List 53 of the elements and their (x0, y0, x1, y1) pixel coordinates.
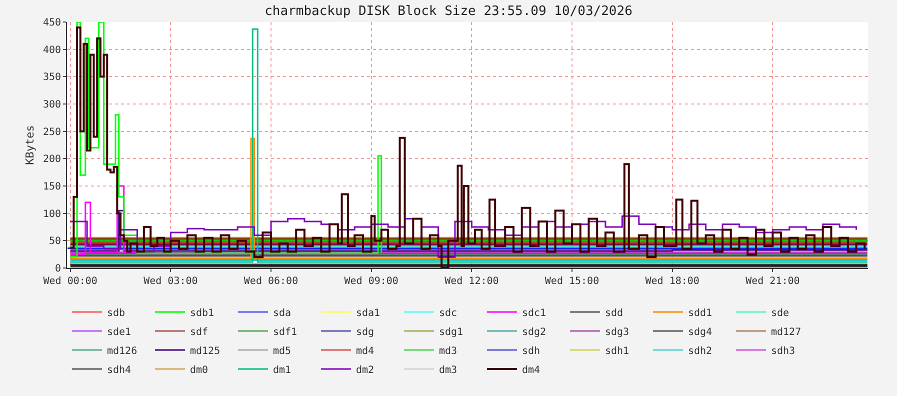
chart-title: charmbackup DISK Block Size 23:55.09 10/03/2026 (264, 4, 632, 20)
legend-label: sdf1 (273, 326, 298, 338)
x-tick-label: Wed 12:00 (444, 276, 499, 287)
x-tick-label: Wed 06:00 (244, 276, 298, 287)
legend-label: md5 (273, 346, 292, 357)
y-tick-label: 400 (42, 44, 61, 56)
legend-label: sdh (522, 346, 540, 357)
y-tick-label: 300 (42, 100, 61, 110)
legend-label: sdb (107, 308, 126, 319)
legend-label: md4 (356, 346, 374, 357)
y-tick-label: 150 (42, 182, 61, 192)
x-tick-label: Wed 09:00 (344, 276, 398, 287)
x-tick-label: Wed 03:00 (144, 276, 198, 287)
legend-label: sdd1 (688, 308, 712, 319)
legend-label: md125 (190, 346, 220, 357)
y-tick-label: 200 (42, 154, 61, 166)
x-tick-label: Wed 21:00 (746, 276, 800, 287)
y-tick-label: 350 (42, 72, 61, 84)
legend-label: sdb1 (190, 308, 214, 319)
legend-label: md126 (107, 346, 138, 357)
legend-label: sde1 (107, 326, 132, 338)
legend-label: sdg4 (688, 326, 712, 338)
legend-label: sdh2 (688, 346, 712, 357)
y-tick-label: 50 (48, 236, 61, 248)
legend-label: sdg1 (439, 326, 464, 338)
legend-label: sdg3 (605, 326, 630, 338)
y-tick-label: 450 (42, 18, 61, 28)
legend-label: sdd (605, 308, 624, 319)
legend-label: sdh3 (771, 346, 796, 357)
legend-label: sda1 (356, 308, 380, 319)
legend-label: dm4 (522, 364, 540, 376)
y-axis-title: KBytes (24, 125, 37, 165)
legend-label: sdg2 (522, 326, 546, 338)
legend-label: sdg (356, 326, 374, 338)
legend-label: dm2 (356, 364, 374, 376)
legend-label: sda (273, 308, 292, 319)
legend-label: sdf (190, 326, 208, 338)
legend-label: dm1 (273, 364, 292, 376)
legend-label: sdc (439, 308, 458, 319)
y-tick-label: 250 (42, 126, 61, 138)
y-tick-label: 100 (42, 208, 61, 220)
legend-label: md127 (771, 326, 802, 338)
legend-label: sdh1 (605, 346, 630, 357)
legend-label: dm0 (190, 364, 208, 376)
x-tick-label: Wed 15:00 (544, 276, 600, 287)
legend-label: sde (771, 308, 790, 319)
legend-label: dm3 (439, 364, 458, 376)
legend-label: sdh4 (107, 364, 132, 376)
legend-label: sdc1 (522, 308, 546, 319)
x-tick-label: Wed 18:00 (645, 276, 700, 287)
y-tick-label: 0 (54, 264, 61, 274)
legend-label: md3 (439, 346, 458, 357)
x-tick-label: Wed 00:00 (43, 276, 98, 287)
